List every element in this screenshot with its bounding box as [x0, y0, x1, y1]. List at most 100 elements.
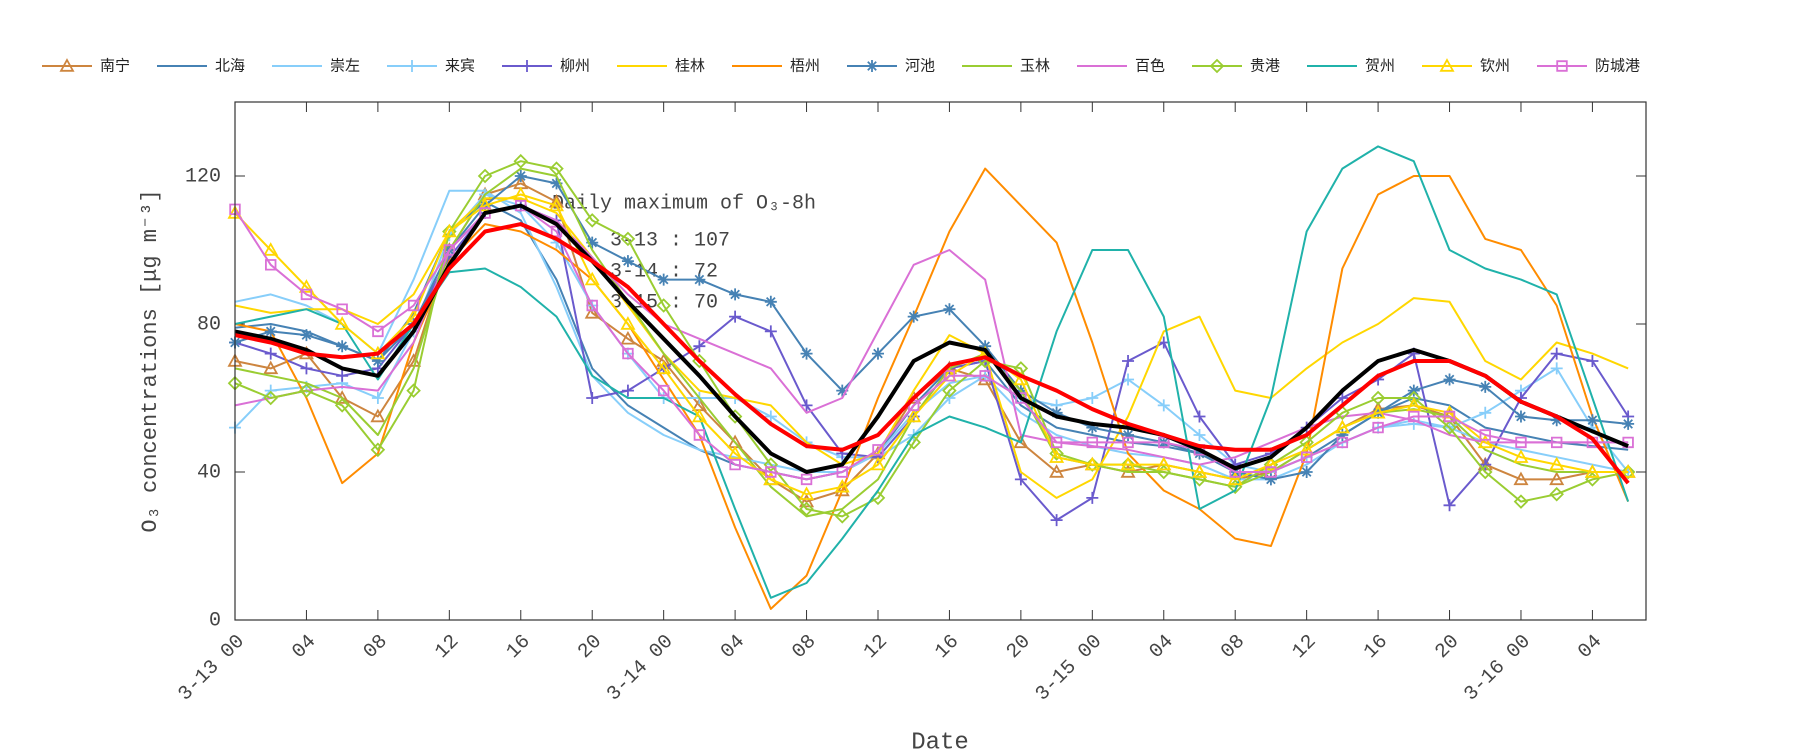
series-marker — [1408, 410, 1420, 423]
series-marker — [1584, 464, 1600, 478]
series-marker — [1370, 404, 1386, 419]
y-tick-label: 80 — [197, 313, 221, 336]
series-marker — [621, 255, 634, 268]
series-marker — [1193, 410, 1206, 423]
series-marker — [1015, 392, 1027, 404]
series-line — [234, 204, 1629, 481]
series-marker — [908, 399, 920, 412]
series-marker — [336, 340, 349, 353]
series-line — [234, 203, 1629, 474]
series-marker — [336, 369, 349, 382]
series-marker — [906, 408, 922, 423]
legend-item: 防城港 — [1537, 57, 1640, 75]
series-marker — [300, 288, 313, 301]
legend-marker — [866, 60, 878, 72]
series-marker — [1086, 392, 1099, 404]
series-marker — [1443, 373, 1456, 386]
series-marker — [479, 207, 491, 219]
series-marker — [513, 186, 529, 201]
series-marker — [263, 360, 279, 375]
annotation-text: Daily maximum of O₃-8h — [552, 192, 816, 215]
series-marker — [1336, 429, 1349, 441]
series-marker — [1265, 466, 1277, 478]
series-marker — [764, 410, 777, 423]
series-marker — [1551, 436, 1563, 449]
series-marker — [1513, 471, 1529, 486]
y-axis-label: O₃ concentrations [μg m⁻³] — [138, 189, 163, 532]
series-marker — [513, 153, 529, 169]
series-line — [234, 200, 1629, 481]
legend-item: 贺州 — [1307, 57, 1395, 75]
annotation: Daily maximum of O₃-8h 3-13 : 107 3-14 :… — [552, 192, 816, 314]
series-marker — [1050, 436, 1063, 449]
series-marker — [834, 478, 850, 493]
series-marker — [691, 408, 707, 423]
series-marker — [1549, 486, 1564, 502]
legend-item: 钦州 — [1422, 57, 1510, 75]
series-marker — [800, 473, 813, 486]
series-marker — [979, 370, 991, 382]
y-tick-label: 40 — [197, 461, 221, 484]
series-marker — [834, 482, 850, 497]
legend-label: 钦州 — [1480, 57, 1510, 75]
x-tick-label: 12 — [1288, 630, 1321, 663]
legend-item: 北海 — [157, 57, 245, 75]
x-tick-label: 04 — [1574, 630, 1607, 663]
x-tick-label: 16 — [931, 630, 964, 663]
series-marker — [620, 316, 636, 330]
series-marker — [1299, 435, 1314, 450]
legend-label: 南宁 — [100, 57, 130, 75]
series-marker — [1264, 473, 1277, 486]
series-marker — [1622, 417, 1635, 430]
series-marker — [1479, 458, 1492, 471]
series-marker — [1193, 447, 1206, 460]
legend-label: 来宾 — [445, 57, 475, 75]
series-marker — [871, 347, 884, 360]
series-marker — [1549, 456, 1565, 471]
series-line — [234, 175, 1629, 481]
series-marker — [1300, 466, 1313, 478]
legend-label: 河池 — [905, 57, 935, 75]
series-line — [234, 197, 1629, 499]
series-marker — [620, 231, 636, 247]
x-tick-label: 04 — [288, 630, 321, 663]
series-marker — [1122, 355, 1135, 367]
series-marker — [1122, 429, 1135, 441]
series-marker — [1157, 399, 1170, 412]
series-marker — [1014, 473, 1027, 486]
series-marker — [1086, 436, 1099, 449]
series-marker — [372, 325, 384, 338]
series-line — [234, 160, 1629, 518]
series-marker — [1085, 457, 1100, 472]
series-marker — [693, 340, 706, 353]
x-tick-label: 12 — [859, 630, 892, 663]
series-marker — [656, 360, 672, 375]
series-line — [234, 167, 1630, 610]
series-marker — [1586, 414, 1599, 427]
series-marker — [371, 392, 384, 404]
series-marker — [1191, 464, 1208, 478]
series-marker — [799, 486, 815, 500]
series-marker — [1300, 451, 1313, 463]
series-marker — [1443, 499, 1456, 512]
series-marker — [1299, 441, 1315, 456]
series-marker — [729, 288, 742, 301]
series-marker — [693, 429, 706, 441]
series-marker — [1620, 464, 1636, 480]
series-marker — [514, 170, 527, 182]
legend-item: 来宾 — [387, 57, 475, 75]
series-marker — [1370, 390, 1386, 406]
series-marker — [765, 466, 777, 478]
series-marker — [1193, 429, 1206, 441]
series-marker — [1336, 436, 1349, 449]
series-marker — [1406, 390, 1422, 406]
legend-marker — [521, 60, 533, 72]
legend-item: 柳州 — [502, 57, 590, 75]
legend-marker — [1209, 58, 1225, 74]
series-marker — [1513, 494, 1529, 509]
series-marker — [620, 330, 636, 345]
series-marker — [727, 445, 743, 460]
x-tick-label: 08 — [1217, 630, 1250, 663]
series-marker — [229, 203, 241, 215]
series-marker — [1477, 464, 1493, 480]
